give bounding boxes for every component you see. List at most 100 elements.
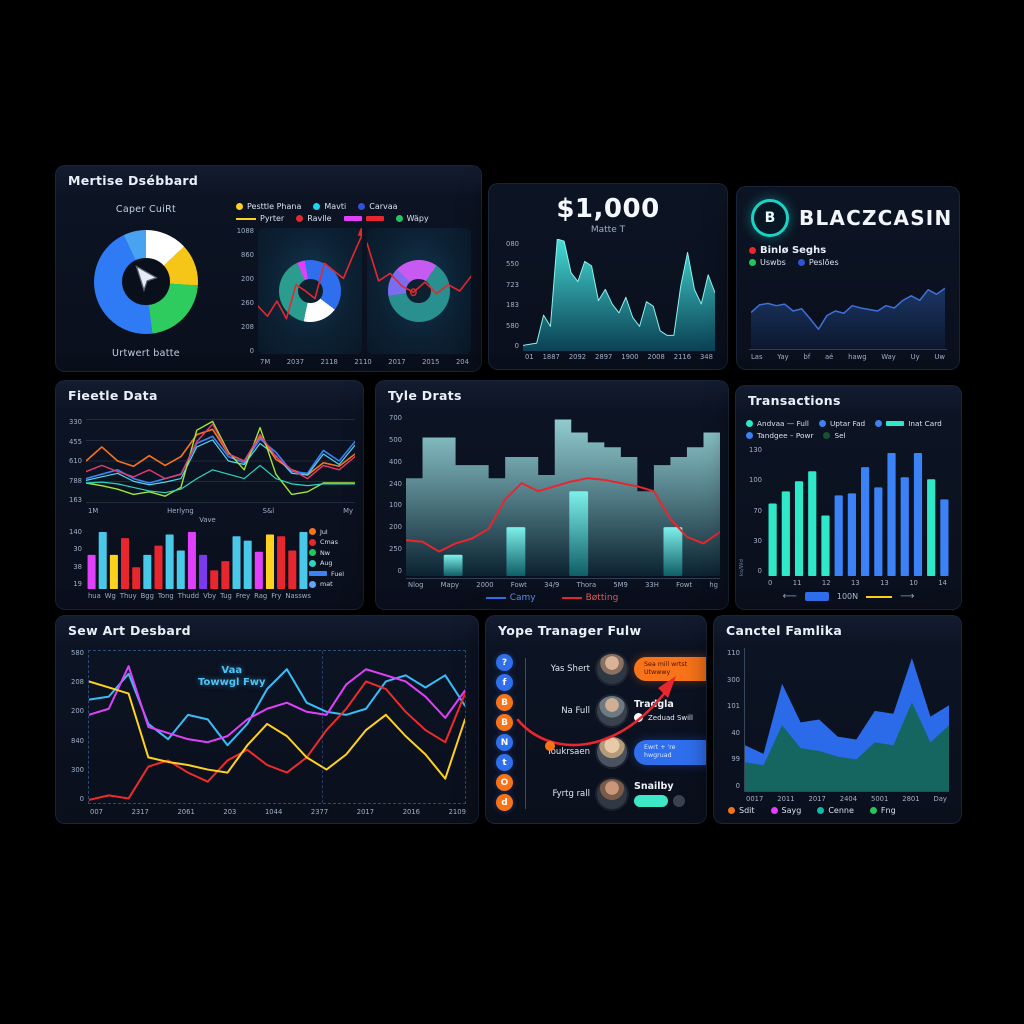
legend-item[interactable]: Bøtting (561, 593, 618, 603)
y-axis: 1088 860 200 260 208 0 (236, 226, 258, 356)
legend-item[interactable]: Wäpy (395, 214, 429, 223)
x-axis: Nlog Mapy 2000 Fowt 34/9 Thora 5M9 33H Fowt hg (406, 578, 720, 589)
button-line1: Ewrt + 're (644, 744, 676, 752)
prev-arrow[interactable]: ⟵ (782, 591, 797, 602)
legend-item[interactable] (343, 216, 384, 221)
x-tick: 11 (792, 579, 802, 587)
portfolio-donut-chart (94, 229, 198, 334)
avatar[interactable] (597, 653, 627, 684)
avatar[interactable] (597, 695, 627, 726)
legend-item[interactable]: Tandgee – Powr (746, 431, 813, 440)
y-tick: 101 (727, 702, 740, 711)
y-tick: 500 (389, 435, 402, 444)
action-button[interactable]: Ewrt + 're hwgruad (634, 740, 706, 765)
revenue-area-chart (523, 239, 715, 351)
tyle-bar-chart (443, 491, 683, 576)
legend-item[interactable]: Uswbs (749, 258, 786, 267)
x-tick: Thuy (119, 592, 137, 600)
legend-item[interactable]: Nw (309, 549, 330, 557)
teal-toggle[interactable] (634, 795, 668, 808)
dark-dot-icon (673, 795, 685, 808)
transactions-legend: Andvaa — Full Uptar Fad Inat Card Tandgee –… (736, 414, 961, 443)
x-tick: Fry (271, 592, 282, 600)
legend-item[interactable]: Carvaa (358, 202, 398, 211)
next-arrow[interactable]: ⟶ (900, 591, 915, 602)
x-tick: Uw (934, 353, 945, 361)
legend-item[interactable]: Inat Card (875, 419, 942, 428)
legend-item[interactable]: mat (309, 580, 333, 588)
transactions-bar-chart (768, 453, 949, 576)
x-tick: 1M (88, 507, 99, 515)
y-tick: 38 (73, 562, 82, 571)
x-axis: 1M Herlyng S&l My (86, 505, 355, 515)
legend-item[interactable]: Sel (823, 431, 846, 440)
y-tick: 840 (71, 736, 84, 745)
x-tick: Bgg (140, 592, 154, 600)
legend-item[interactable]: Cenne (817, 806, 854, 815)
social-icon[interactable]: B (496, 694, 513, 711)
social-icon[interactable]: t (496, 754, 513, 771)
action-button[interactable]: Sea mill wrtst Utwwwy (634, 656, 706, 682)
y-axis-title: ks/Wd (739, 559, 745, 576)
y-tick: 0 (397, 566, 402, 575)
legend-item[interactable]: Sdit (728, 806, 755, 815)
x-tick: Day (933, 795, 947, 803)
overview-legend-row1: Pesttle Phana Mavti Carvaa (236, 202, 471, 211)
footer-label: 100N (836, 592, 859, 601)
social-icon[interactable]: N (496, 734, 513, 751)
y-axis: 330 455 610 788 163 (60, 417, 86, 505)
panel-title: Fieetle Data (56, 381, 363, 409)
chart-annotation: Vaa Towwgl Fwy (198, 665, 266, 690)
x-axis: hua Wg Thuy Bgg Tong Thudd Vby Tug Frey Rag Fry Nas… (86, 590, 313, 600)
x-tick: 34/9 (544, 581, 560, 589)
x-tick: hawg (848, 353, 867, 361)
social-icon[interactable]: O (496, 774, 513, 791)
y-tick: 300 (71, 765, 84, 774)
y-tick: 610 (69, 457, 82, 465)
social-icon[interactable]: ? (496, 654, 513, 671)
legend-item[interactable]: Pesttle Phana (236, 202, 301, 211)
legend-item[interactable]: Ravlle (296, 214, 332, 223)
legend-item[interactable]: Fuel (309, 570, 344, 578)
legend-item[interactable]: Camy (485, 593, 536, 603)
legend-item[interactable]: Mavti (313, 202, 346, 211)
legend-item[interactable]: Jul (309, 528, 328, 536)
x-axis: 7M 2037 2118 2110 2017 2015 204 (258, 356, 471, 366)
revenue-amount: $1,000 (556, 194, 660, 224)
legend-item[interactable]: Fng (869, 806, 896, 815)
x-tick: aé (825, 353, 834, 361)
x-axis: 0017 2011 2017 2404 5001 2801 Day (744, 793, 949, 803)
legend-item[interactable]: Peslões (797, 258, 839, 267)
legend-item[interactable]: Binlø Seghs (749, 245, 826, 256)
mini-donut-chart-1 (279, 260, 342, 322)
button-line1: Sea mill wrtst (644, 660, 688, 668)
legend-item[interactable]: Andvaa — Full (746, 419, 809, 428)
x-tick: 13 (880, 579, 889, 587)
legend-item[interactable]: Aug (309, 559, 332, 567)
avatar[interactable] (597, 779, 627, 810)
social-icon[interactable]: d (496, 794, 513, 811)
legend-item[interactable]: Cmas (309, 538, 338, 546)
people-rows: Yas Shert Sea mill wrtst Utwwwy Na Full … (532, 644, 706, 823)
legend-item[interactable]: Pyrter (236, 214, 284, 223)
person-row: Yas Shert Sea mill wrtst Utwwwy (532, 653, 706, 684)
brand-legend-row2: Uswbs Peslões (749, 258, 947, 267)
avatar[interactable] (597, 737, 627, 768)
yellow-line-swatch (866, 595, 893, 598)
y-tick: 580 (506, 321, 519, 330)
x-tick: 33H (645, 581, 659, 589)
overview-charts: Pesttle Phana Mavti Carvaa Pyrter Ravlle Wäp… (236, 194, 481, 371)
person-sub-text: Zeduad Swill (648, 713, 693, 722)
mini-chart-right (366, 228, 471, 354)
legend-item[interactable]: Uptar Fad (818, 419, 865, 428)
legend-item[interactable]: Sayg (770, 806, 801, 815)
y-tick: 080 (506, 240, 519, 248)
x-tick: 203 (223, 808, 237, 816)
x-tick: hua (88, 592, 101, 600)
x-tick: 01 (525, 353, 534, 361)
divider (525, 658, 526, 809)
social-icon[interactable]: f (496, 674, 513, 691)
x-tick: Nassws (285, 592, 311, 600)
social-icon[interactable]: B (496, 714, 513, 731)
y-tick: 250 (389, 545, 402, 554)
